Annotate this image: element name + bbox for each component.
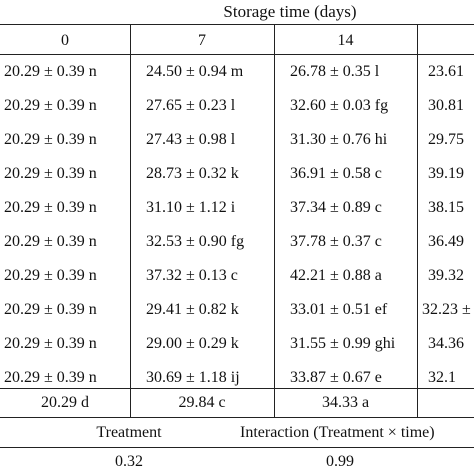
table-cell: 32.1 [428,369,456,386]
rule-above-means-row [0,388,474,389]
column-separator-2 [274,24,275,417]
column-separator-1 [130,24,131,417]
table-cell: 37.78 ± 0.37 c [290,233,382,250]
table-cell: 20.29 ± 0.39 n [4,63,97,80]
table-cell: 37.32 ± 0.13 c [146,267,238,284]
table-cell: 24.50 ± 0.94 m [146,63,244,80]
table-cell: 31.10 ± 1.12 i [146,199,236,216]
rule-above-anova [0,417,474,418]
table-cell: 36.91 ± 0.58 c [290,165,382,182]
table-cell: 30.69 ± 1.18 ij [146,369,240,386]
table-cell: 20.29 ± 0.39 n [4,233,97,250]
rule-under-anova-headers [0,447,474,448]
column-separator-3 [417,24,418,417]
table-cell: 20.29 ± 0.39 n [4,335,97,352]
table-cell: 20.29 ± 0.39 n [4,301,97,318]
column-header-day-14: 14 [337,32,354,49]
table-cell: 20.29 ± 0.39 n [4,199,97,216]
mean-day-14: 34.33 a [321,394,370,411]
table-cell: 26.78 ± 0.35 l [290,63,380,80]
anova-value-treatment: 0.32 [115,453,143,470]
table-cell: 32.60 ± 0.03 fg [290,97,389,114]
table-cell: 39.32 [428,267,464,284]
anova-value-interaction: 0.99 [326,453,354,470]
table-cell: 39.19 [428,165,464,182]
table-cell: 27.43 ± 0.98 l [146,131,236,148]
table-cell: 38.15 [428,199,464,216]
rule-under-column-headers [0,54,474,55]
table-cell: 20.29 ± 0.39 n [4,267,97,284]
table-cell: 31.30 ± 0.76 hi [290,131,388,148]
table-cell: 32.53 ± 0.90 fg [146,233,245,250]
mean-day-7: 29.84 c [178,394,226,411]
table-cell: 27.65 ± 0.23 l [146,97,236,114]
mean-day-0: 20.29 d [41,394,89,411]
table-cell: 29.75 [428,131,464,148]
table-cell: 29.00 ± 0.29 k [146,335,239,352]
table-cell: 28.73 ± 0.32 k [146,165,239,182]
rule-under-group-header [0,24,474,25]
table-cell: 36.49 [428,233,464,250]
table-cell: 37.34 ± 0.89 c [290,199,382,216]
column-header-day-0: 0 [61,32,69,49]
column-header-day-7: 7 [198,32,206,49]
table-cell: 20.29 ± 0.39 n [4,131,97,148]
table-cell: 32.23 ± [422,301,471,318]
table-cell: 33.01 ± 0.51 ef [290,301,388,318]
table-cell: 20.29 ± 0.39 n [4,165,97,182]
table-cell: 30.81 [428,97,464,114]
table-cell: 31.55 ± 0.99 ghi [290,335,396,352]
storage-time-header: Storage time (days) [223,2,357,21]
table-cell: 20.29 ± 0.39 n [4,97,97,114]
anova-header-interaction: Interaction (Treatment × time) [240,424,435,441]
table-cell: 42.21 ± 0.88 a [290,267,382,284]
table-cell: 29.41 ± 0.82 k [146,301,239,318]
anova-header-treatment: Treatment [96,424,162,441]
table-cell: 33.87 ± 0.67 e [290,369,382,386]
table-cell: 34.36 [428,335,464,352]
table-cell: 23.61 [428,63,464,80]
table-cell: 20.29 ± 0.39 n [4,369,97,386]
